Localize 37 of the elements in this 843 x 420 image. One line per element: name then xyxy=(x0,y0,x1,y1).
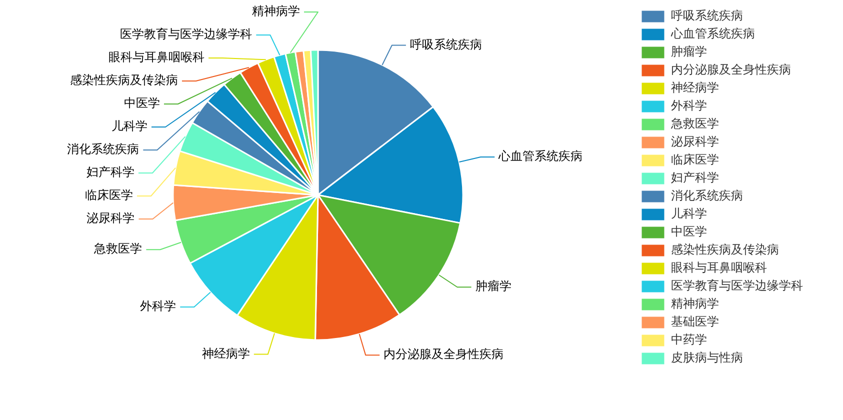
slice-label: 肿瘤学 xyxy=(475,279,512,294)
slice-label: 外科学 xyxy=(140,299,176,314)
legend-label: 妇产科学 xyxy=(671,170,719,185)
slice-label: 泌尿科学 xyxy=(86,211,135,226)
slice-label: 急救医学 xyxy=(93,242,142,256)
slice-label: 内分泌腺及全身性疾病 xyxy=(384,347,504,362)
legend-label: 神经病学 xyxy=(671,80,719,95)
slice-label: 医学教育与医学边缘学科 xyxy=(120,27,252,42)
legend-label: 临床医学 xyxy=(671,152,719,167)
legend-label: 眼科与耳鼻咽喉科 xyxy=(671,260,767,275)
legend-label: 消化系统疾病 xyxy=(671,188,743,203)
legend-label: 医学教育与医学边缘学科 xyxy=(671,278,803,293)
legend-label: 基础医学 xyxy=(671,314,719,329)
legend-label: 儿科学 xyxy=(671,206,707,221)
legend-label: 急救医学 xyxy=(670,116,719,131)
legend-label: 皮肤病与性病 xyxy=(671,350,743,365)
legend-label: 外科学 xyxy=(671,98,707,113)
slice-label: 临床医学 xyxy=(85,188,134,202)
legend-label: 肿瘤学 xyxy=(671,44,707,59)
legend-label: 内分泌腺及全身性疾病 xyxy=(671,62,791,77)
slice-label: 儿科学 xyxy=(111,119,148,134)
slice-label: 精神病学 xyxy=(252,4,300,18)
legend-label: 中医学 xyxy=(671,224,707,239)
slice-label: 妇产科学 xyxy=(86,165,134,180)
slice-label: 消化系统疾病 xyxy=(67,142,140,156)
legend-label: 呼吸系统疾病 xyxy=(671,8,743,23)
legend-label: 心血管系统疾病 xyxy=(670,26,755,41)
slice-label: 呼吸系统疾病 xyxy=(410,37,482,52)
slice-label: 神经病学 xyxy=(202,346,250,360)
slice-label: 眼科与耳鼻咽喉科 xyxy=(108,50,204,64)
slice-label: 中医学 xyxy=(124,96,160,110)
legend-label: 精神病学 xyxy=(671,296,719,311)
slice-label: 感染性疾病及传染病 xyxy=(70,73,178,88)
slice-label: 心血管系统疾病 xyxy=(498,149,583,164)
legend-label: 泌尿科学 xyxy=(671,134,719,149)
legend-label: 中药学 xyxy=(671,332,707,347)
legend-label: 感染性疾病及传染病 xyxy=(671,242,779,257)
